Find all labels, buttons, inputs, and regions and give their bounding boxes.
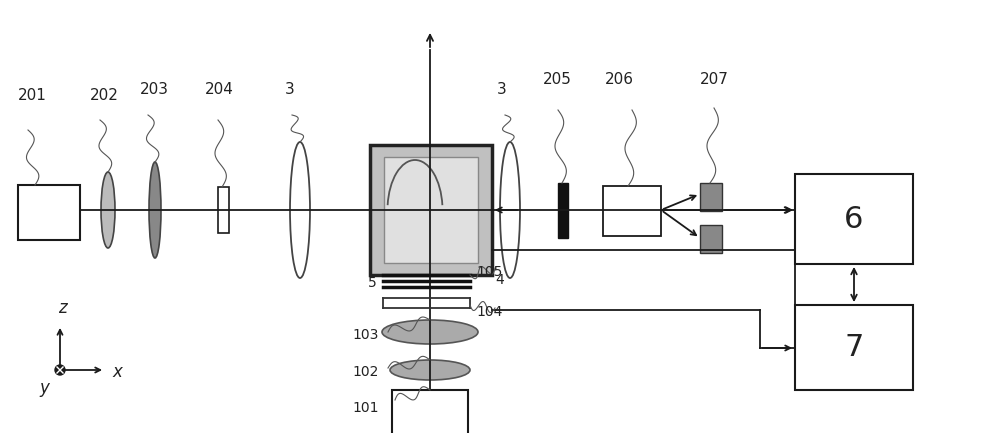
Text: 206: 206 [605, 72, 634, 87]
Text: 105: 105 [476, 265, 502, 279]
Bar [392, 390, 468, 433]
Text: 5: 5 [368, 276, 377, 290]
Circle shape [55, 365, 65, 375]
Bar [558, 183, 568, 238]
Text: 3: 3 [497, 83, 507, 97]
Text: 104: 104 [476, 305, 502, 319]
Text: 101: 101 [352, 401, 378, 415]
Bar [18, 185, 80, 240]
Bar [795, 305, 913, 390]
Bar [370, 145, 492, 275]
Text: y: y [39, 379, 49, 397]
Text: 103: 103 [352, 328, 378, 342]
Bar [700, 183, 722, 211]
Text: 6: 6 [844, 204, 864, 233]
Ellipse shape [500, 142, 520, 278]
Bar [795, 174, 913, 264]
Text: 207: 207 [700, 72, 729, 87]
Text: 4: 4 [495, 273, 504, 287]
Text: z: z [58, 299, 66, 317]
Text: x: x [112, 363, 122, 381]
Text: 201: 201 [18, 87, 47, 103]
Text: 203: 203 [140, 83, 169, 97]
Text: 204: 204 [205, 83, 234, 97]
Text: 202: 202 [90, 87, 119, 103]
Text: 7: 7 [844, 333, 864, 362]
Ellipse shape [382, 320, 478, 344]
Ellipse shape [101, 172, 115, 248]
Ellipse shape [290, 142, 310, 278]
Text: 102: 102 [352, 365, 378, 379]
Text: 3: 3 [285, 83, 295, 97]
Ellipse shape [149, 162, 161, 258]
Bar [700, 225, 722, 253]
Bar [218, 187, 229, 233]
Bar [603, 186, 661, 236]
Ellipse shape [390, 360, 470, 380]
Bar [384, 157, 478, 263]
Text: 205: 205 [543, 72, 572, 87]
